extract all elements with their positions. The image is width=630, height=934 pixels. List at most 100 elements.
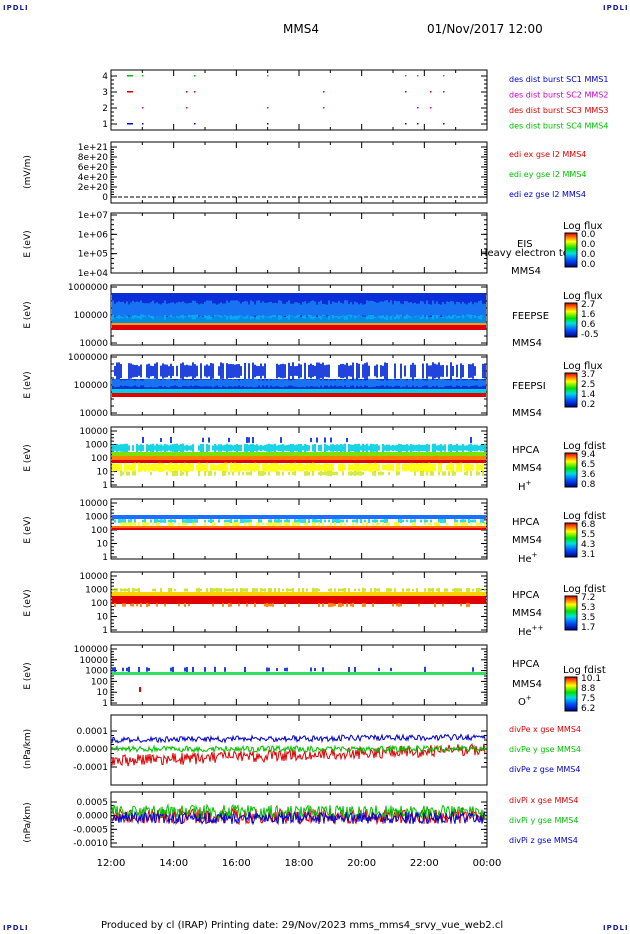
flux-cyan <box>150 444 152 452</box>
flux-green <box>360 471 362 476</box>
flux-green <box>358 588 360 592</box>
flux-cyan <box>146 378 148 388</box>
flux-yellow <box>466 522 468 526</box>
flux-cyan <box>354 301 356 319</box>
flux-yellow <box>376 463 378 472</box>
flux-green <box>422 471 424 476</box>
flux-cyan <box>126 301 128 319</box>
flux-cyan <box>218 444 220 452</box>
flux-cyan <box>336 302 338 318</box>
flux-cyan <box>152 378 154 388</box>
flux-red <box>112 528 486 530</box>
flux-orange <box>266 603 268 607</box>
flux-yellow <box>248 522 250 526</box>
flux-cyan <box>180 302 182 318</box>
spacecraft-label: MMS4 <box>511 266 541 277</box>
flux-cyan <box>458 380 460 386</box>
flux-scatter <box>186 364 188 378</box>
flux-orange <box>340 602 342 608</box>
flux-scatter <box>282 363 284 379</box>
flux-green <box>478 471 480 476</box>
flux-cyan <box>352 304 354 316</box>
flux-cyan <box>354 444 356 452</box>
flux-scatter <box>364 363 366 379</box>
flux-cyan <box>202 316 204 324</box>
flux-cyan <box>246 379 248 387</box>
flux-scatter <box>284 364 286 378</box>
flux-cyan <box>206 300 208 320</box>
flux-scatter <box>196 365 198 377</box>
y-axis-label: (nPa/km) <box>23 802 33 842</box>
flux-green <box>388 588 390 592</box>
flux-green <box>428 588 430 592</box>
flux-cyan <box>478 315 480 325</box>
flux-cyan <box>402 519 404 523</box>
flux-green <box>168 588 170 592</box>
flux-cyan <box>270 315 272 325</box>
flux-sparse <box>322 667 324 672</box>
flux-yellow <box>424 463 426 472</box>
flux-cyan <box>158 303 160 317</box>
flux-cyan <box>124 303 126 317</box>
colorbar-title: Log fdist <box>563 584 606 595</box>
flux-cyan <box>136 443 138 453</box>
flux-cyan <box>428 304 430 316</box>
flux-scatter <box>238 364 240 378</box>
flux-cyan <box>350 314 352 326</box>
flux-cyan <box>308 314 310 326</box>
flux-cyan <box>422 301 424 319</box>
flux-green <box>182 471 184 476</box>
flux-yellow <box>256 464 258 471</box>
heavy-electron-label: Heavy electron to <box>480 248 569 259</box>
flux-cyan <box>338 444 340 452</box>
flux-cyan <box>416 379 418 387</box>
flux-cyan <box>172 379 174 387</box>
flux-yellow <box>258 463 260 472</box>
flux-cyan <box>406 519 408 523</box>
species-charge: + <box>526 694 532 702</box>
flux-cyan <box>216 304 218 316</box>
flux-scatter <box>182 362 184 380</box>
flux-cyan <box>298 378 300 388</box>
flux-scatter <box>328 364 330 378</box>
flux-cyan <box>268 519 270 523</box>
flux-cyan <box>372 315 374 325</box>
flux-green <box>174 588 176 592</box>
flux-cyan <box>258 380 260 386</box>
legend-entry: divPe y gse MMS4 <box>509 745 581 754</box>
flux-yellow <box>426 462 428 473</box>
flux-cyan <box>298 519 300 523</box>
flux-cyan <box>416 315 418 325</box>
flux-green <box>112 588 114 592</box>
flux-cyan <box>298 302 300 318</box>
flux-green <box>334 588 336 592</box>
flux-cyan <box>278 300 280 320</box>
flux-cyan <box>290 303 292 317</box>
flux-scatter <box>462 364 464 378</box>
colorbar-tick-label: 0.0 <box>581 250 596 260</box>
flux-green <box>248 471 250 476</box>
flux-orange <box>148 603 150 607</box>
flux-yellow <box>270 522 272 526</box>
flux-yellow <box>364 463 366 472</box>
flux-yellow <box>216 464 218 471</box>
flux-cyan <box>186 518 188 524</box>
flux-cyan <box>460 445 462 451</box>
flux-scatter <box>440 365 442 377</box>
flux-cyan <box>462 314 464 326</box>
flux-cyan <box>230 518 232 524</box>
flux-orange <box>332 603 334 607</box>
flux-yellow <box>140 463 142 472</box>
flux-cyan <box>428 444 430 452</box>
flux-cyan <box>296 315 298 325</box>
flux-yellow <box>214 464 216 471</box>
flux-cyan <box>268 316 270 324</box>
flux-cyan <box>346 315 348 325</box>
flux-cyan <box>352 315 354 325</box>
flux-cyan <box>260 315 262 325</box>
flux-sparse <box>346 437 348 443</box>
colorbar-tick-label: 7.2 <box>581 593 595 603</box>
flux-cyan <box>186 379 188 387</box>
flux-scatter <box>188 365 190 377</box>
